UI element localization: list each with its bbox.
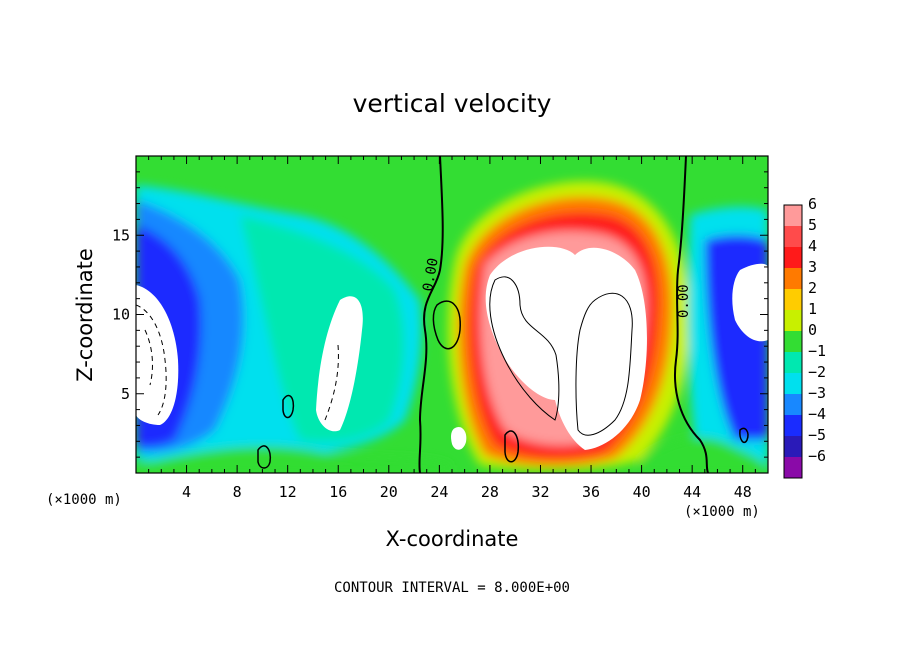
x-tick-label: 44 xyxy=(683,483,701,501)
x-tick-label: 40 xyxy=(633,483,651,501)
colorbar-swatch xyxy=(784,247,802,268)
colorbar-swatch xyxy=(784,331,802,352)
colorbar-swatch xyxy=(784,436,802,457)
y-tick-label: 5 xyxy=(121,385,130,403)
colorbar-label: 4 xyxy=(808,237,817,255)
x-unit-label-right: (×1000 m) xyxy=(684,504,760,520)
colorbar-swatch xyxy=(784,352,802,373)
x-tick-label: 48 xyxy=(734,483,752,501)
colorbar-label: 3 xyxy=(808,258,817,276)
right-downdraft-core xyxy=(732,263,768,342)
colorbar-swatch xyxy=(784,310,802,331)
small-contour-4 xyxy=(432,300,461,350)
contour-interval-note: CONTOUR INTERVAL = 8.000E+00 xyxy=(334,580,570,596)
x-tick-label: 36 xyxy=(582,483,600,501)
plot-area xyxy=(136,156,768,473)
colorbar-swatch xyxy=(784,394,802,415)
colorbar-label: 0 xyxy=(808,321,817,339)
y-axis-label: Z-coordinate xyxy=(73,248,97,382)
colorbar-label: −2 xyxy=(808,363,826,381)
colorbar-label: 2 xyxy=(808,279,817,297)
bottom-right-green xyxy=(640,437,768,473)
colorbar-frame xyxy=(783,204,803,479)
colorbar-label: −6 xyxy=(808,447,826,465)
x-unit-label-left: (×1000 m) xyxy=(46,492,122,508)
x-tick-label: 16 xyxy=(329,483,347,501)
x-tick-label: 12 xyxy=(279,483,297,501)
colorbar-swatch xyxy=(784,289,802,310)
updraft-contour-right xyxy=(575,292,633,436)
x-tick-label: 20 xyxy=(380,483,398,501)
small-updraft-blob xyxy=(451,426,467,450)
x-tick-label: 24 xyxy=(430,483,448,501)
x-tick-label: 4 xyxy=(182,483,191,501)
y-tick-label: 15 xyxy=(112,226,130,244)
downdraft-contour-left xyxy=(136,304,167,416)
chart-title: vertical velocity xyxy=(353,89,552,118)
x-tick-label: 28 xyxy=(481,483,499,501)
mid-cyan-band xyxy=(240,215,405,443)
mid-downdraft-core xyxy=(316,296,363,432)
colorbar-swatch xyxy=(784,373,802,394)
left-downdraft-core xyxy=(136,285,179,425)
colorbar: 6 5 4 3 2 1 0 −1 −2 −3 −4 −5 −6 xyxy=(783,195,826,479)
bottom-green-patch xyxy=(136,446,450,473)
zero-contour-right xyxy=(674,156,709,473)
updraft-contour-left xyxy=(489,276,560,421)
y-tick-label: 10 xyxy=(112,306,130,324)
contour-lines xyxy=(136,156,749,473)
contour-label-left: 0.00 xyxy=(420,257,442,293)
downdraft-contour-mid xyxy=(324,344,339,421)
contour-label-right: 0.00 xyxy=(676,284,692,318)
small-contour-5 xyxy=(504,430,520,463)
colorbar-label: 1 xyxy=(808,300,817,318)
zero-contour-left xyxy=(418,156,444,473)
x-tick-label: 8 xyxy=(233,483,242,501)
colorbar-swatch xyxy=(784,457,802,478)
colorbar-label: −5 xyxy=(808,426,826,444)
y-axis: 5 10 15 xyxy=(112,171,768,458)
small-contour-2 xyxy=(257,445,272,469)
colorbar-label: 5 xyxy=(808,216,817,234)
colorbar-label: −1 xyxy=(808,342,826,360)
small-contour-3 xyxy=(739,427,749,444)
colorbar-swatch xyxy=(784,205,802,226)
colorbar-label: −3 xyxy=(808,384,826,402)
colorbar-swatch xyxy=(784,415,802,436)
strong-updraft-core xyxy=(485,246,647,450)
colorbar-label: −4 xyxy=(808,405,826,423)
x-tick-label: 32 xyxy=(531,483,549,501)
colorbar-swatch xyxy=(784,268,802,289)
small-contour-1 xyxy=(282,394,295,419)
x-axis-label: X-coordinate xyxy=(386,527,519,551)
colorbar-label: 6 xyxy=(808,195,817,213)
x-axis: 4 8 12 16 20 24 28 32 36 40 44 48 xyxy=(148,156,756,501)
colorbar-swatch xyxy=(784,226,802,247)
out-of-range-regions xyxy=(136,246,768,450)
downdraft-contour-left-inner xyxy=(144,329,153,386)
